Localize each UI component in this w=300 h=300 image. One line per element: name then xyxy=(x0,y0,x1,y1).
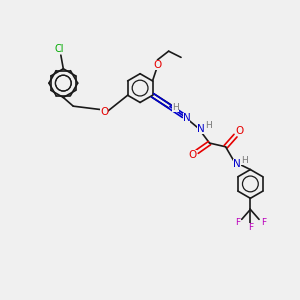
Text: F: F xyxy=(261,218,266,227)
Text: F: F xyxy=(248,223,253,232)
Text: H: H xyxy=(241,156,248,165)
Text: Cl: Cl xyxy=(55,44,64,54)
Text: O: O xyxy=(188,150,197,160)
Text: O: O xyxy=(235,126,243,136)
Text: N: N xyxy=(233,159,241,169)
Text: N: N xyxy=(183,113,190,123)
Text: H: H xyxy=(172,103,179,112)
Text: F: F xyxy=(235,218,240,227)
Text: H: H xyxy=(206,121,212,130)
Text: N: N xyxy=(197,124,205,134)
Text: O: O xyxy=(100,106,108,117)
Text: O: O xyxy=(153,60,162,70)
